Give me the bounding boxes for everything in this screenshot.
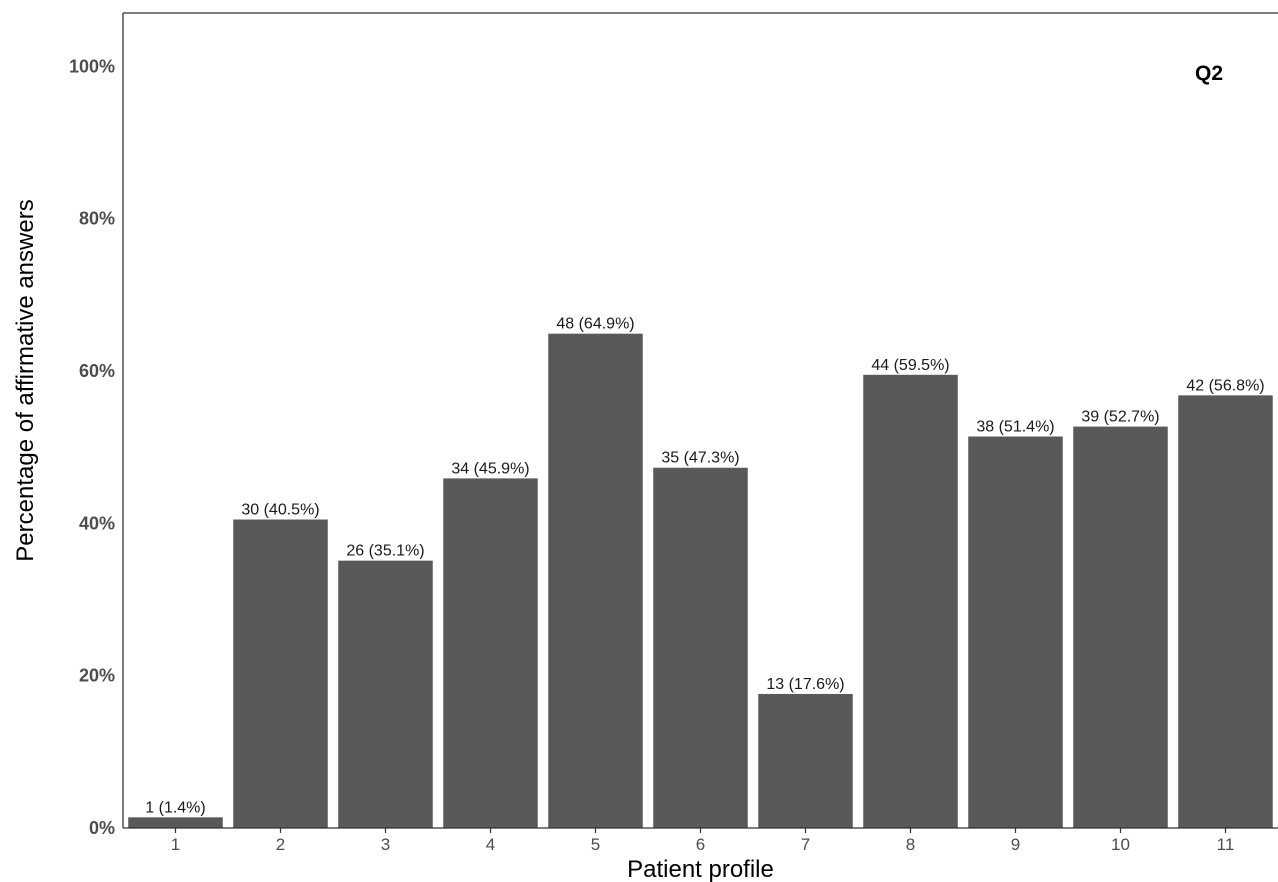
panel-label: Q2: [1195, 62, 1223, 85]
bar-3: [338, 560, 433, 828]
data-label-6: 35 (47.3%): [661, 450, 739, 467]
x-axis-title: Patient profile: [627, 856, 774, 882]
data-label-2: 30 (40.5%): [241, 502, 319, 519]
y-tick-label: 100%: [69, 56, 115, 76]
y-axis-title: Percentage of affirmative answers: [12, 199, 39, 561]
bar-10: [1073, 426, 1168, 828]
x-tick-label: 3: [381, 835, 390, 854]
y-tick-label: 20%: [79, 666, 115, 686]
bar-9: [968, 436, 1063, 828]
x-tick-label: 2: [276, 835, 285, 854]
x-tick-label: 9: [1011, 835, 1020, 854]
data-labels: 1 (1.4%) 30 (40.5%) 26 (35.1%) 34 (45.9%) 48…: [145, 316, 1264, 817]
data-label-9: 38 (51.4%): [976, 418, 1054, 435]
data-label-10: 39 (52.7%): [1081, 409, 1159, 426]
x-tick-label: 11: [1217, 835, 1235, 854]
data-label-3: 26 (35.1%): [346, 543, 424, 560]
data-label-5: 48 (64.9%): [556, 316, 634, 333]
x-tick-label: 5: [591, 835, 600, 854]
bar-2: [233, 519, 328, 828]
bar-8: [863, 374, 958, 828]
bars: [128, 333, 1273, 828]
bar-5: [548, 333, 643, 828]
y-tick-label: 60%: [79, 361, 115, 381]
data-label-7: 13 (17.6%): [766, 676, 844, 693]
bar-6: [653, 467, 748, 828]
x-tick-label: 6: [696, 835, 705, 854]
y-tick-label: 0%: [89, 818, 115, 838]
bar-7: [758, 693, 853, 828]
y-tick-label: 40%: [79, 513, 115, 533]
data-label-4: 34 (45.9%): [451, 460, 529, 477]
bar-1: [128, 817, 223, 828]
x-axis-ticks: 1 2 3 4 5 6 7 8 9 10 11: [171, 828, 1235, 854]
bar-4: [443, 478, 538, 828]
x-tick-label: 4: [486, 835, 495, 854]
data-label-8: 44 (59.5%): [871, 357, 949, 374]
y-axis-ticks: 0% 20% 40% 60% 80% 100%: [69, 56, 115, 838]
data-label-11: 42 (56.8%): [1186, 377, 1264, 394]
x-tick-label: 7: [801, 835, 810, 854]
data-label-1: 1 (1.4%): [145, 799, 205, 816]
y-tick-label: 80%: [79, 209, 115, 229]
bar-11: [1178, 395, 1273, 828]
x-tick-label: 1: [171, 835, 180, 854]
x-tick-label: 8: [906, 835, 915, 854]
x-tick-label: 10: [1111, 835, 1130, 854]
